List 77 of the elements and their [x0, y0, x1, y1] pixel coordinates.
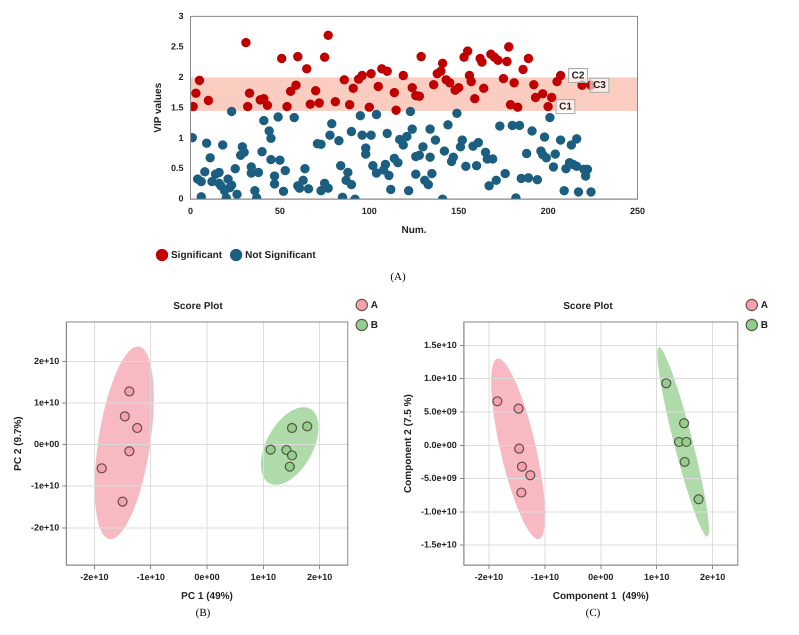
y-axis-title: Component 2 (7.5 %) — [402, 394, 414, 494]
chart-title: Score Plot — [563, 300, 614, 312]
point — [120, 411, 130, 422]
point — [284, 462, 295, 472]
point — [678, 418, 690, 428]
y-tick-label: -1e+10 — [30, 480, 60, 491]
x-tick-label: 100 — [362, 206, 377, 216]
point — [266, 444, 276, 455]
y-tick-label: 3 — [178, 10, 184, 21]
x-tick-label: -1e+10 — [530, 572, 559, 582]
y-tick-label: -2e+10 — [30, 522, 60, 532]
y-tick-label: 1.5e+10 — [424, 340, 457, 350]
annotation: C1 — [559, 101, 572, 112]
x-axis-title: Component 1 (49%) — [552, 590, 649, 602]
x-axis-title: Num. — [402, 224, 427, 236]
x-tick-label: 0e+00 — [194, 572, 220, 582]
x-tick-label: 2e+10 — [306, 572, 332, 582]
text: (C) — [584, 606, 602, 620]
point — [117, 496, 128, 507]
point — [302, 421, 312, 432]
point — [96, 463, 107, 474]
x-tick-label: 1e+10 — [644, 572, 670, 582]
x-tick-label: 1e+10 — [250, 572, 276, 582]
point — [513, 404, 524, 414]
x-tick-label: 0e+00 — [588, 572, 614, 582]
y-axis-title: VIP values — [152, 82, 164, 133]
y-tick-label: 0e+00 — [34, 439, 60, 450]
x-tick-label: 0 — [188, 206, 194, 216]
legend-label: B — [760, 320, 768, 331]
y-tick-label: 2.5 — [170, 41, 184, 52]
x-tick-label: -2e+10 — [474, 572, 504, 582]
point — [286, 422, 298, 434]
x-axis-title: PC 1 (49%) — [181, 590, 233, 602]
y-tick-label: 0 — [178, 194, 184, 204]
annotation: C3 — [593, 80, 606, 92]
legend-label: A — [760, 300, 768, 311]
y-tick-label: -1.0e+10 — [421, 506, 457, 516]
y-tick-label: 2e+10 — [34, 356, 60, 366]
point — [694, 494, 704, 504]
x-tick-label: -2e+10 — [80, 572, 109, 582]
y-tick-label: -1.5e+10 — [421, 540, 457, 550]
x-tick-label: 150 — [451, 206, 466, 216]
point — [132, 422, 142, 434]
y-tick-label: 0.0e+00 — [424, 440, 457, 450]
point — [680, 456, 690, 468]
x-tick-label: -1e+10 — [136, 572, 165, 582]
x-tick-label: 2e+10 — [700, 572, 726, 582]
y-tick-label: 2 — [178, 72, 184, 82]
point — [516, 461, 528, 472]
y-tick-label: 1.0e+10 — [424, 373, 457, 384]
legend-label: B — [370, 320, 378, 331]
point — [661, 378, 672, 388]
text: (B) — [194, 606, 212, 620]
y-tick-label: 0.5 — [170, 163, 184, 174]
point — [124, 446, 134, 456]
y-axis-title: PC 2 (9.7%) — [12, 416, 24, 471]
point — [516, 487, 526, 498]
y-tick-label: -5.0e+09 — [421, 473, 457, 484]
y-tick-label: 1.5 — [170, 102, 184, 112]
point — [525, 470, 536, 480]
y-tick-label: 5.0e+09 — [424, 406, 457, 416]
point — [124, 386, 134, 397]
y-tick-label: 1e+10 — [34, 398, 60, 408]
x-tick-label: 200 — [540, 206, 556, 216]
x-tick-label: 50 — [274, 206, 285, 216]
text: (A) — [389, 270, 407, 284]
point — [286, 450, 298, 461]
y-tick-label: 1 — [178, 132, 184, 143]
legend-label: Not Significant — [245, 250, 316, 261]
chart-title: Score Plot — [173, 300, 224, 312]
annotation: C2 — [572, 70, 585, 82]
x-tick-label: 250 — [630, 206, 646, 216]
point — [492, 396, 502, 406]
point — [681, 436, 692, 448]
legend-label: Significant — [171, 250, 223, 261]
point — [514, 444, 524, 454]
legend-label: A — [370, 300, 378, 311]
